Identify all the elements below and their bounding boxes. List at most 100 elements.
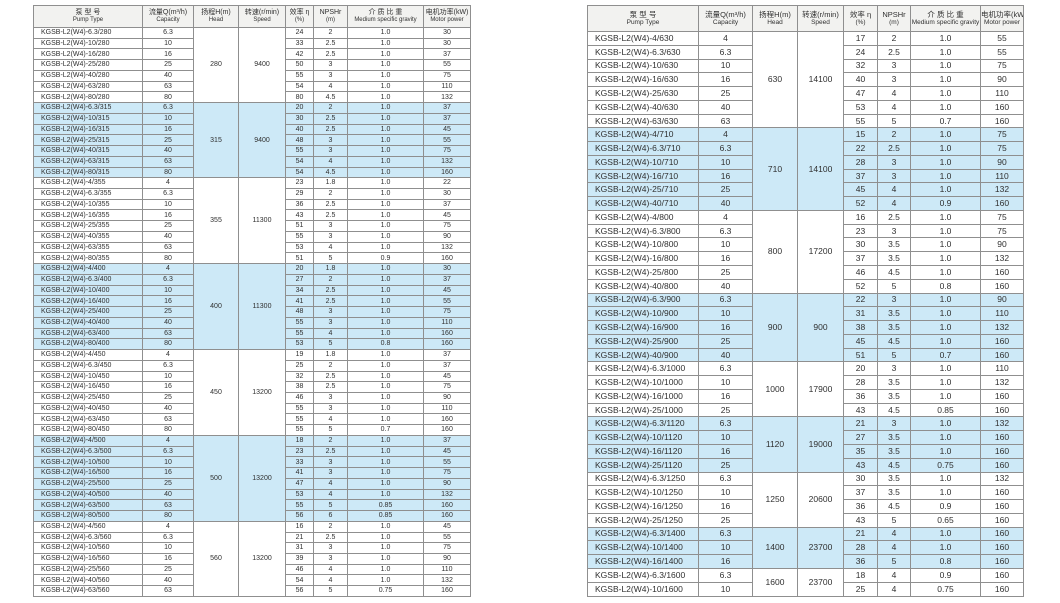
cell-npshr: 5 <box>877 512 911 528</box>
cell-model: KGSB-L2(W4)-40/500 <box>33 488 143 501</box>
cell-power: 90 <box>423 477 471 490</box>
cell-model: KGSB-L2(W4)-16/710 <box>587 168 699 184</box>
cell-model: KGSB-L2(W4)-6.3/1000 <box>587 361 699 377</box>
column-header-speed: 转速(r/min) Speed <box>797 5 844 32</box>
cell-npshr: 5 <box>313 252 348 265</box>
cell-efficiency: 18 <box>285 434 314 447</box>
cell-gravity: 1.0 <box>347 520 424 533</box>
cell-power: 110 <box>980 306 1024 322</box>
cell-capacity: 10 <box>698 375 753 390</box>
cell-speed: 17200 <box>797 209 844 294</box>
column-header-power: 电机功率(kW) Motor power <box>980 5 1024 32</box>
cell-efficiency: 52 <box>843 278 878 294</box>
cell-model: KGSB-L2(W4)-6.3/900 <box>587 292 699 308</box>
cell-npshr: 5 <box>313 499 348 512</box>
cell-efficiency: 55 <box>285 69 314 82</box>
cell-capacity: 80 <box>142 91 194 104</box>
column-header-zh: 效率 η <box>849 10 872 20</box>
cell-capacity: 80 <box>142 338 194 351</box>
cell-npshr: 3.5 <box>877 471 911 487</box>
cell-power: 132 <box>423 91 471 104</box>
cell-npshr: 4 <box>877 99 911 115</box>
cell-capacity: 6.3 <box>698 223 753 239</box>
pump-row: KGSB-L2(W4)-4/630 4 630 14100 17 2 1.0 55 <box>587 30 1024 129</box>
cell-power: 160 <box>423 424 471 436</box>
cell-capacity: 6.3 <box>698 471 753 487</box>
cell-model: KGSB-L2(W4)-4/450 <box>33 349 143 361</box>
cell-gravity: 1.0 <box>910 485 981 501</box>
cell-capacity: 10 <box>142 112 194 125</box>
cell-gravity: 1.0 <box>347 413 424 426</box>
cell-power: 37 <box>423 102 471 114</box>
cell-capacity: 10 <box>698 485 753 501</box>
cell-efficiency: 51 <box>285 252 314 265</box>
cell-npshr: 3 <box>877 58 911 74</box>
cell-gravity: 1.0 <box>347 198 424 211</box>
cell-efficiency: 47 <box>843 86 878 101</box>
column-header-zh: 扬程H(m) <box>201 9 231 16</box>
cell-npshr: 4 <box>877 526 911 542</box>
cell-gravity: 1.0 <box>910 375 981 390</box>
cell-model: KGSB-L2(W4)-80/450 <box>33 424 143 436</box>
column-header-en: Head <box>767 19 783 27</box>
cell-capacity: 6.3 <box>142 27 194 39</box>
column-header-zh: 转速(r/min) <box>802 10 839 20</box>
pump-row: KGSB-L2(W4)-25/900 25 45 4.5 1.0 160 <box>587 333 1024 349</box>
cell-power: 160 <box>980 99 1024 115</box>
cell-head: 315 <box>193 102 239 179</box>
cell-gravity: 0.65 <box>910 512 981 528</box>
cell-capacity: 63 <box>142 327 194 340</box>
column-header-zh: 流量Q(m³/h) <box>148 9 188 16</box>
cell-model: KGSB-L2(W4)-6.3/560 <box>33 531 143 544</box>
cell-npshr: 2.5 <box>313 295 348 308</box>
cell-model: KGSB-L2(W4)-6.3/500 <box>33 445 143 458</box>
cell-npshr: 3 <box>313 391 348 404</box>
cell-power: 132 <box>423 155 471 168</box>
cell-gravity: 1.0 <box>347 102 424 114</box>
cell-capacity: 6.3 <box>698 416 753 432</box>
cell-gravity: 1.0 <box>910 72 981 88</box>
cell-gravity: 1.0 <box>347 306 424 318</box>
column-header-npshr: NPSHr (m) <box>877 5 911 32</box>
cell-capacity: 10 <box>698 430 753 445</box>
cell-npshr: 3 <box>313 402 348 415</box>
cell-gravity: 1.0 <box>910 44 981 60</box>
cell-gravity: 1.0 <box>347 134 424 147</box>
cell-npshr: 3.5 <box>877 485 911 501</box>
cell-efficiency: 20 <box>285 263 314 275</box>
cell-speed: 9400 <box>238 26 286 104</box>
cell-efficiency: 30 <box>285 112 314 125</box>
cell-capacity: 25 <box>142 391 194 404</box>
pump-row: KGSB-L2(W4)-25/1250 25 43 5 0.65 160 <box>587 512 1024 528</box>
pump-row: KGSB-L2(W4)-63/280 63 54 4 1.0 110 <box>33 80 471 93</box>
cell-head: 900 <box>752 292 798 363</box>
cell-gravity: 0.9 <box>347 252 424 265</box>
pump-row: KGSB-L2(W4)-16/560 16 39 3 1.0 90 <box>33 552 471 565</box>
cell-power: 37 <box>423 434 471 447</box>
cell-npshr: 5 <box>313 424 348 436</box>
cell-efficiency: 30 <box>843 471 878 487</box>
cell-gravity: 1.0 <box>910 388 981 404</box>
cell-efficiency: 55 <box>285 402 314 415</box>
cell-npshr: 2.5 <box>877 141 911 156</box>
cell-efficiency: 38 <box>285 381 314 393</box>
cell-model: KGSB-L2(W4)-6.3/1400 <box>587 526 699 542</box>
cell-capacity: 10 <box>698 58 753 74</box>
cell-capacity: 10 <box>698 540 753 556</box>
cell-gravity: 1.0 <box>347 316 424 329</box>
column-header-npshr: NPSHr (m) <box>313 5 348 28</box>
cell-capacity: 16 <box>698 168 753 184</box>
cell-gravity: 1.0 <box>910 209 981 225</box>
cell-speed: 20600 <box>797 471 844 528</box>
cell-npshr: 4.5 <box>313 91 348 104</box>
cell-efficiency: 35 <box>843 443 878 459</box>
cell-head: 400 <box>193 263 239 351</box>
cell-efficiency: 29 <box>285 188 314 200</box>
cell-capacity: 63 <box>698 113 753 129</box>
cell-capacity: 63 <box>142 155 194 168</box>
pump-row: KGSB-L2(W4)-10/315 10 30 2.5 1.0 37 <box>33 112 471 125</box>
cell-model: KGSB-L2(W4)-10/560 <box>33 542 143 554</box>
cell-head: 800 <box>752 209 798 294</box>
cell-efficiency: 20 <box>285 102 314 114</box>
cell-model: KGSB-L2(W4)-10/400 <box>33 284 143 297</box>
